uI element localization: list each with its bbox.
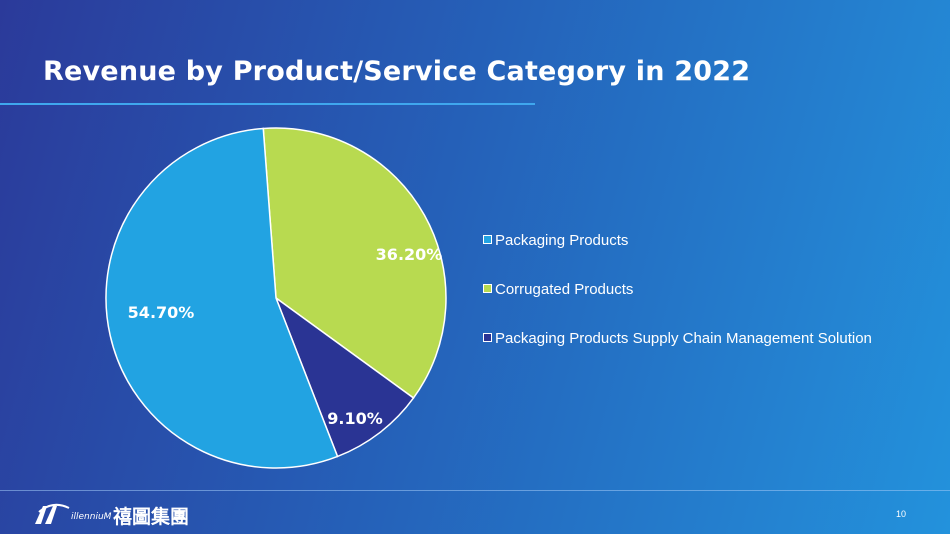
pie-slice-packaging-products	[105, 127, 339, 469]
company-logo: illenniuM 禧圖集團	[33, 500, 193, 528]
legend-swatch-corrugated-products	[483, 284, 492, 293]
millennium-logo-icon	[35, 503, 70, 524]
legend-label-supply-chain: Packaging Products Supply Chain Manageme…	[495, 330, 872, 347]
legend-label-corrugated-products: Corrugated Products	[495, 281, 634, 298]
slide-title: Revenue by Product/Service Category in 2…	[43, 56, 751, 87]
page-number: 10	[896, 509, 907, 519]
data-label-packaging-products: 54.70%	[128, 303, 195, 322]
footer-divider	[0, 490, 950, 491]
pie-slice-corrugated-products	[262, 127, 447, 400]
logo-chinese-name: 禧圖集團	[113, 506, 190, 528]
logo-wordmark: illenniuM	[71, 512, 112, 522]
title-underline	[0, 103, 535, 105]
data-label-supply-chain: 9.10%	[327, 409, 383, 428]
pie-slice-supply-chain	[274, 295, 415, 458]
legend-swatch-supply-chain	[483, 333, 492, 342]
data-label-corrugated-products: 36.20%	[376, 245, 443, 264]
legend-label-packaging-products: Packaging Products	[495, 232, 629, 249]
legend-swatch-packaging-products	[483, 235, 492, 244]
